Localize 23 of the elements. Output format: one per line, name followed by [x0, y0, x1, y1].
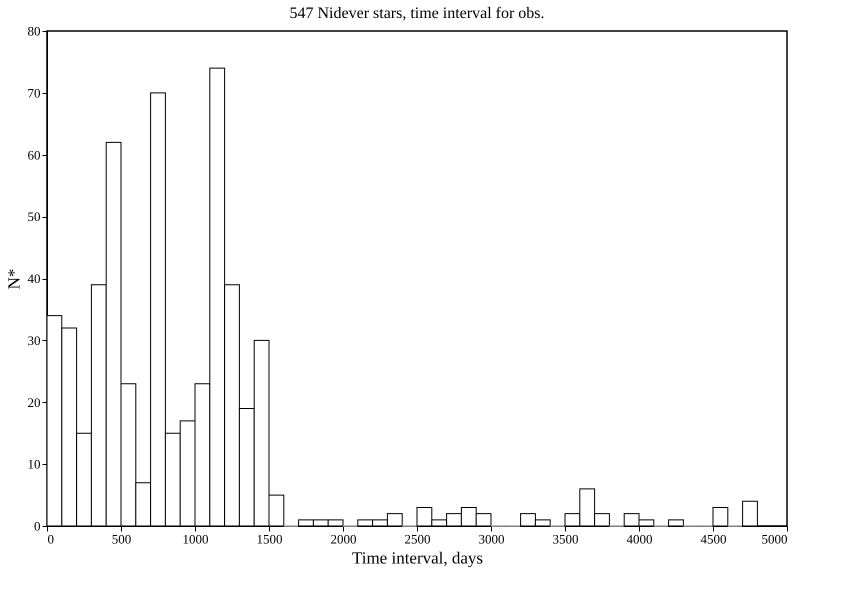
x-tick-label: 4000 — [626, 532, 652, 546]
y-tick-label: 10 — [28, 456, 40, 472]
y-tick-label: 50 — [28, 209, 40, 224]
x-tick-label: 500 — [112, 532, 132, 546]
x-tick-label: 3500 — [552, 532, 578, 546]
y-tick-label: 80 — [28, 24, 40, 38]
y-axis-title: N* — [4, 268, 24, 290]
x-tick-label: 4500 — [700, 532, 726, 546]
y-tick-label: 0 — [34, 518, 40, 534]
y-tick-label: 30 — [28, 332, 40, 348]
x-axis-title: Time interval, days — [352, 548, 484, 568]
x-tick-label: 1500 — [256, 532, 282, 546]
x-tick-label: 5000 — [762, 532, 788, 546]
chart-title: 547 Nidever stars, time interval for obs. — [289, 5, 545, 22]
y-tick-label: 60 — [28, 147, 40, 162]
y-tick-label: 20 — [28, 394, 40, 410]
y-tick-label: 40 — [28, 271, 40, 286]
x-tick-label: 3000 — [478, 532, 504, 546]
x-tick-label: 2500 — [404, 532, 430, 546]
x-tick-label: 2000 — [330, 532, 356, 546]
y-tick-label: 70 — [28, 85, 40, 100]
x-tick-label: 1000 — [182, 532, 208, 546]
x-tick-label: 0 — [48, 532, 54, 546]
